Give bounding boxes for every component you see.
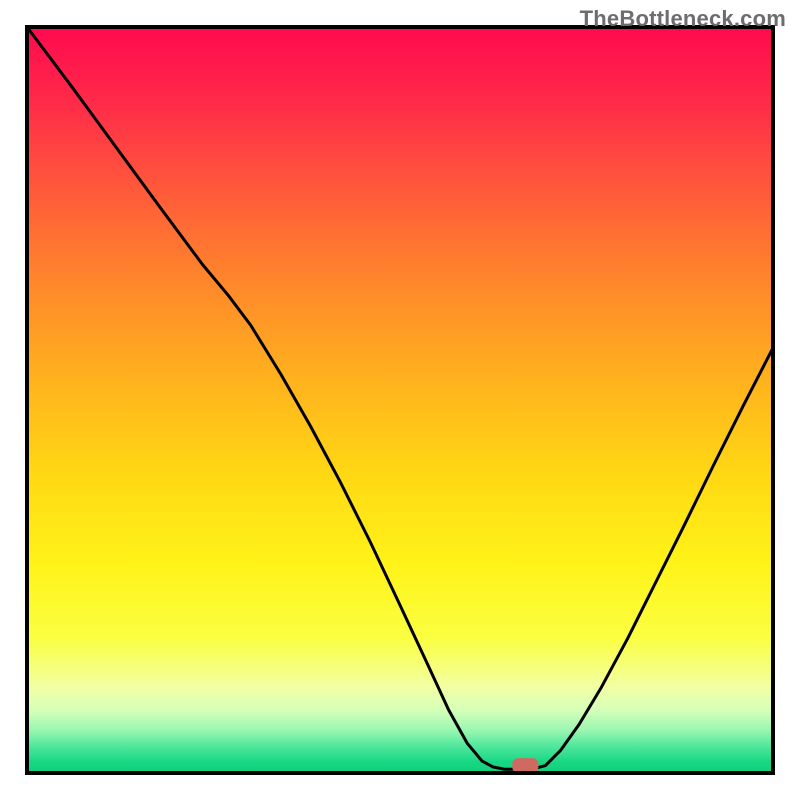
chart-background bbox=[27, 27, 773, 773]
bottleneck-chart: TheBottleneck.com bbox=[0, 0, 800, 800]
watermark-text: TheBottleneck.com bbox=[580, 6, 786, 32]
chart-svg bbox=[0, 0, 800, 800]
optimum-marker bbox=[512, 758, 538, 773]
